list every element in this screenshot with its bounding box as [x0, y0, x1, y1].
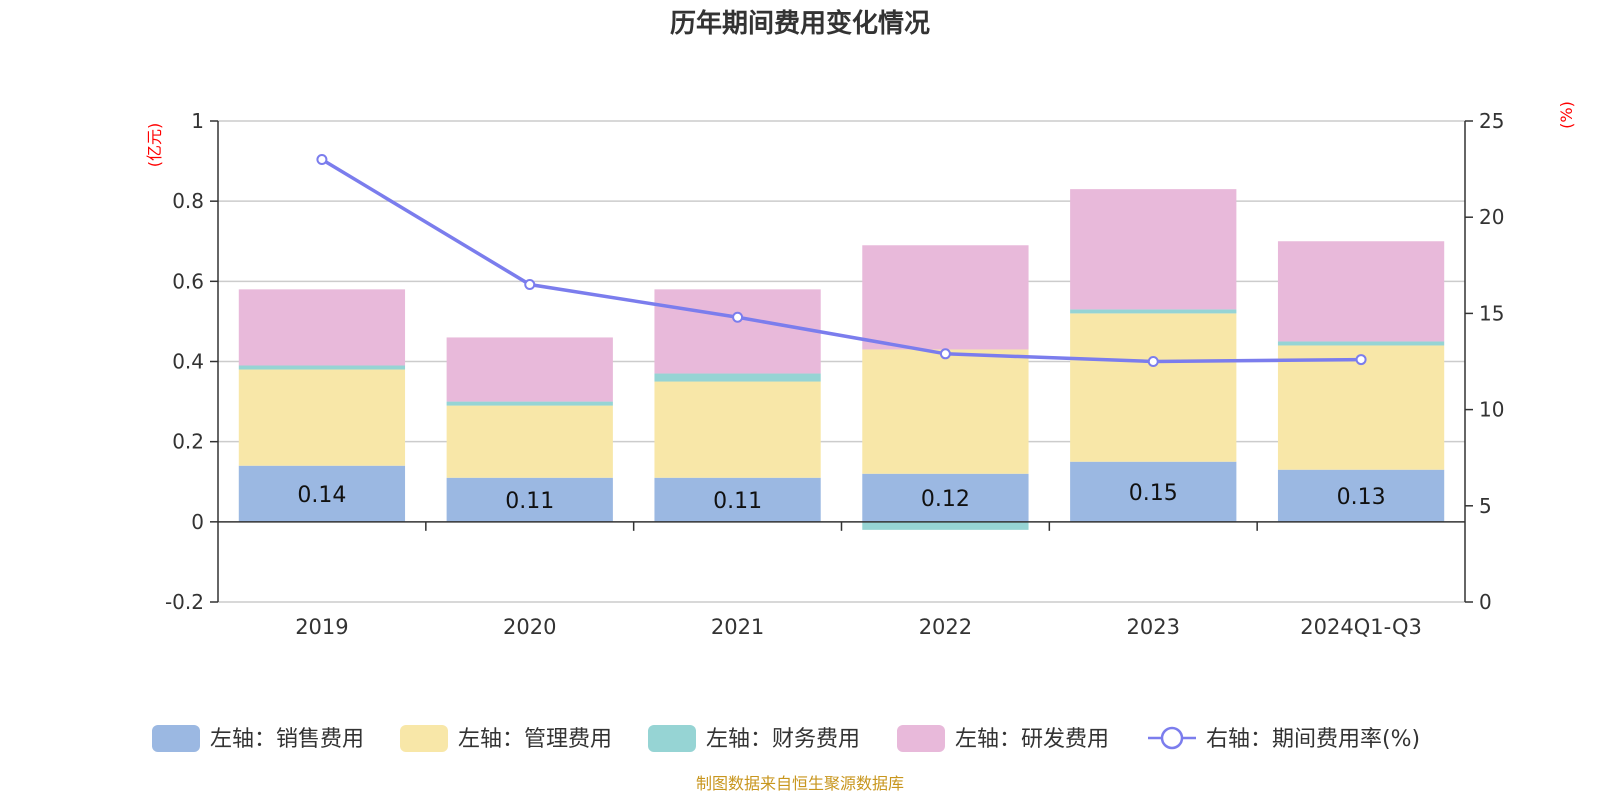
bar-segment [654, 289, 821, 374]
right-tick-label: 10 [1479, 398, 1504, 422]
bar-segment [446, 401, 613, 406]
right-tick-label: 15 [1479, 301, 1504, 325]
left-tick-label: 0.8 [172, 189, 204, 213]
category-label: 2022 [919, 615, 972, 639]
right-tick-label: 25 [1479, 109, 1504, 133]
bars [238, 189, 1445, 530]
bar-segment [654, 477, 821, 522]
bar-value-label: 0.12 [921, 487, 970, 512]
category-label: 2020 [503, 615, 556, 639]
category-label: 2023 [1127, 615, 1180, 639]
left-tick-label: 0.2 [172, 430, 204, 454]
legend-label: 左轴：管理费用 [458, 727, 612, 752]
bar-segment [446, 405, 613, 478]
category-label: 2024Q1-Q3 [1300, 615, 1422, 639]
bar-value-label: 0.14 [297, 483, 346, 508]
right-axis-unit: (%) [1557, 101, 1576, 129]
right-tick-label: 20 [1479, 205, 1504, 229]
rate-point [524, 279, 536, 291]
legend-swatch [152, 725, 200, 752]
left-tick-label: 0 [191, 510, 204, 534]
left-tick-label: -0.2 [165, 590, 204, 614]
bar-segment [1277, 345, 1445, 470]
bar-segment [654, 381, 821, 478]
bar-value-label: 0.13 [1337, 485, 1386, 510]
source-note: 制图数据来自恒生聚源数据库 [696, 774, 904, 793]
right-tick-label: 5 [1479, 494, 1492, 518]
bar-segment [238, 465, 406, 522]
rate-point [939, 348, 951, 360]
bar-segment [862, 349, 1029, 474]
left-tick-label: 0.4 [172, 350, 204, 374]
rate-series-line [321, 157, 1362, 364]
bar-segment [238, 289, 406, 366]
category-label: 2021 [711, 615, 764, 639]
bar-segment [654, 373, 821, 382]
bar-segment [238, 365, 406, 370]
left-tick-label: 0.6 [172, 269, 204, 293]
legend-label: 左轴：研发费用 [955, 727, 1109, 752]
rate-line [316, 153, 1367, 367]
left-tick-label: 1 [191, 109, 204, 133]
legend-marker [1160, 726, 1184, 750]
legend-label: 左轴：销售费用 [210, 727, 364, 752]
right-tick-label: 0 [1479, 590, 1492, 614]
bar-segment [1070, 189, 1237, 310]
bar-value-label: 0.11 [505, 489, 554, 514]
rate-point [732, 311, 744, 323]
legend: 左轴：销售费用 左轴：管理费用 左轴：财务费用 左轴：研发费用 右轴：期间费用率(%) [152, 725, 1420, 752]
left-axis-unit: (亿元) [145, 123, 164, 168]
bar-segment [1070, 461, 1237, 522]
bar-segment [1277, 341, 1445, 346]
legend-label: 左轴：财务费用 [706, 727, 860, 752]
bar-segment [1277, 469, 1445, 522]
bar-segment [446, 337, 613, 402]
bar-value-label: 0.11 [713, 489, 762, 514]
legend-swatch [400, 725, 448, 752]
bar-segment [1277, 241, 1445, 342]
bar-segment [862, 521, 1029, 530]
bar-segment [862, 473, 1029, 522]
bar-segment [446, 477, 613, 522]
bar-segment [862, 245, 1029, 350]
rate-point [1147, 356, 1159, 367]
category-label: 2019 [295, 615, 348, 639]
legend-swatch [897, 725, 945, 752]
bar-segment [1070, 313, 1237, 462]
bar-value-label: 0.15 [1129, 481, 1178, 506]
rate-point [1355, 354, 1367, 366]
legend-swatch [648, 725, 696, 752]
grid-lines [218, 120, 1465, 603]
bar-segment [238, 369, 406, 466]
data-labels: 0.14 0.11 0.11 0.12 0.15 0.13 [297, 481, 1385, 514]
rate-point [316, 153, 328, 165]
chart-title: 历年期间费用变化情况 [670, 8, 930, 39]
legend-label: 右轴：期间费用率(%) [1206, 727, 1420, 752]
bar-segment [1070, 309, 1237, 314]
